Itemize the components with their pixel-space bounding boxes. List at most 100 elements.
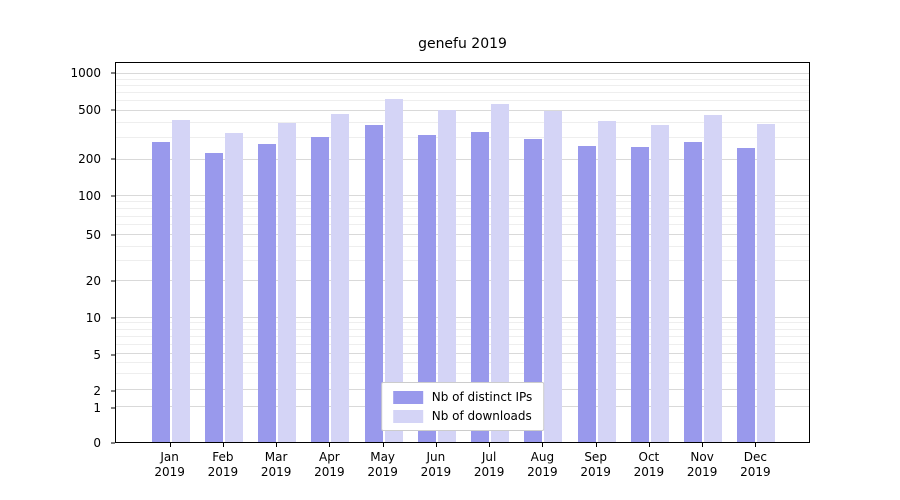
x-tick-mark	[222, 443, 224, 447]
gridline	[116, 100, 809, 102]
y-tick-mark	[111, 109, 115, 111]
x-axis: Jan 2019 Feb 2019 Mar 2019 Apr 2019 May 2019 Jun 20…	[115, 450, 810, 490]
x-tick-label-jun: Jun 2019	[420, 450, 452, 479]
x-tick-label-may: May 2019	[367, 450, 398, 479]
x-tick-mark	[489, 443, 491, 447]
bar-downloads-sep	[597, 121, 616, 442]
chart-title: genefu 2019	[418, 36, 507, 52]
y-tick-label: 0	[93, 436, 101, 450]
gridline	[116, 78, 809, 80]
x-tick-mark	[276, 443, 278, 447]
x-tick-label-nov: Nov 2019	[686, 450, 718, 479]
y-tick-label: 5	[93, 348, 101, 362]
bar-distinct-ips-aug	[524, 138, 543, 442]
y-tick-mark	[111, 407, 115, 409]
y-tick-mark	[111, 72, 115, 74]
bar-downloads-mar	[278, 122, 297, 442]
y-tick-label: 1	[93, 400, 101, 415]
x-tick-mark	[382, 443, 384, 447]
gridline	[116, 234, 809, 236]
legend-item-downloads: Nb of downloads	[392, 409, 533, 423]
y-tick-mark	[111, 195, 115, 197]
legend-swatch-downloads	[392, 409, 423, 423]
bar-distinct-ips-nov	[684, 141, 703, 442]
bar-distinct-ips-feb	[204, 153, 223, 442]
gridline	[116, 91, 809, 93]
gridline	[116, 201, 809, 203]
gridline	[116, 158, 809, 160]
x-tick-marks	[115, 443, 810, 448]
y-tick-mark	[111, 280, 115, 282]
bar-distinct-ips-may	[364, 125, 383, 442]
y-tick-label: 50	[85, 228, 101, 243]
y-tick-label: 1000	[70, 66, 101, 81]
gridline	[116, 362, 809, 364]
gridline	[116, 353, 809, 355]
bar-downloads-jan	[171, 120, 190, 442]
bar-downloads-feb	[224, 132, 243, 442]
bar-downloads-dec	[757, 124, 776, 442]
y-tick-label: 500	[78, 103, 101, 118]
bar-distinct-ips-mar	[258, 143, 277, 442]
x-tick-mark	[542, 443, 544, 447]
bar-downloads-jun	[437, 109, 456, 442]
gridline	[116, 73, 809, 74]
gridline	[116, 84, 809, 86]
x-tick-mark	[755, 443, 757, 447]
x-tick-label-oct: Oct 2019	[633, 450, 665, 479]
bar-downloads-may	[384, 98, 403, 442]
x-tick-label-dec: Dec 2019	[740, 450, 771, 479]
y-tick-mark	[111, 234, 115, 236]
legend-label-downloads: Nb of downloads	[431, 409, 532, 423]
x-tick-mark	[702, 443, 704, 447]
legend-label-distinct-ips: Nb of distinct IPs	[431, 390, 533, 404]
gridline	[116, 335, 809, 337]
bar-distinct-ips-jan	[151, 141, 170, 442]
gridline	[116, 279, 809, 281]
x-tick-mark	[329, 443, 331, 447]
gridline	[116, 245, 809, 247]
bar-distinct-ips-oct	[630, 146, 649, 442]
y-tick-label: 100	[78, 189, 101, 204]
gridline	[116, 137, 809, 139]
y-tick-mark	[111, 390, 115, 392]
x-tick-mark	[595, 443, 597, 447]
gridline	[116, 328, 809, 330]
gridline	[116, 343, 809, 345]
bar-distinct-ips-dec	[737, 147, 756, 442]
gridline	[116, 109, 809, 111]
x-tick-label-mar: Mar 2019	[260, 450, 292, 479]
bar-downloads-nov	[704, 115, 723, 442]
gridline	[116, 121, 809, 123]
legend: Nb of distinct IPs Nb of downloads	[380, 382, 545, 431]
gridline	[116, 316, 809, 318]
y-tick-marks	[111, 62, 115, 444]
gridline	[116, 215, 809, 217]
x-tick-label-jan: Jan 2019	[154, 450, 185, 479]
x-tick-label-apr: Apr 2019	[314, 450, 345, 479]
gridline	[116, 207, 809, 209]
y-tick-mark	[111, 317, 115, 319]
gridline	[116, 224, 809, 226]
y-axis: 0 1 2 5 10 20 50 100 200 500 1000	[0, 62, 107, 450]
legend-swatch-distinct-ips	[392, 390, 423, 404]
bar-downloads-oct	[650, 125, 669, 442]
gridline	[116, 373, 809, 375]
bar-distinct-ips-jul	[471, 132, 490, 442]
y-tick-label: 20	[85, 274, 101, 289]
y-tick-mark	[111, 158, 115, 160]
gridline	[116, 195, 809, 197]
bar-downloads-apr	[331, 114, 350, 442]
bar-distinct-ips-sep	[577, 145, 596, 442]
plot-area: Nb of distinct IPs Nb of downloads	[115, 62, 810, 443]
x-tick-mark	[435, 443, 437, 447]
y-tick-mark	[111, 354, 115, 356]
x-tick-mark	[648, 443, 650, 447]
gridline	[116, 259, 809, 261]
bar-distinct-ips-jun	[417, 134, 436, 442]
bar-distinct-ips-apr	[311, 137, 330, 442]
x-tick-label-jul: Jul 2019	[473, 450, 505, 479]
gridline	[116, 322, 809, 324]
legend-item-distinct-ips: Nb of distinct IPs	[392, 390, 533, 404]
